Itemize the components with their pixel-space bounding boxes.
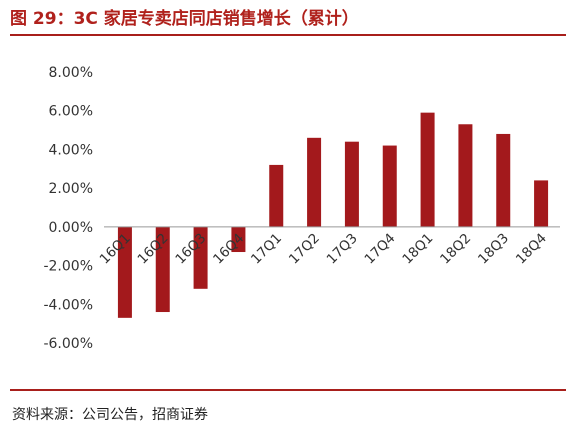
bar-16q4 xyxy=(231,226,246,253)
y-tick-label: -2.00% xyxy=(43,259,93,275)
bar-17q2 xyxy=(307,137,322,227)
footer-divider xyxy=(10,389,566,391)
y-tick-label: 8.00% xyxy=(49,65,93,81)
x-tick-label: 17Q3 xyxy=(324,230,361,267)
title-divider xyxy=(10,34,566,36)
bar-18q3 xyxy=(496,133,511,227)
bar-16q3 xyxy=(193,226,208,289)
x-tick-label: 18Q2 xyxy=(437,230,474,267)
x-tick-label: 18Q1 xyxy=(399,230,436,267)
source-note: 资料来源：公司公告，招商证券 xyxy=(12,407,208,423)
bar-chart: 8.00% 6.00% 4.00% 2.00% 0.00% -2.00% -4.00% -6.… xyxy=(43,65,560,352)
y-tick-label: -4.00% xyxy=(43,297,93,313)
bar-18q2 xyxy=(458,124,473,227)
bar-18q4 xyxy=(534,180,549,227)
bar-17q1 xyxy=(269,164,284,227)
x-tick-label: 18Q4 xyxy=(513,230,550,267)
bar-17q4 xyxy=(382,145,397,227)
x-tick-label: 17Q1 xyxy=(248,230,285,267)
bar-18q1 xyxy=(420,112,435,227)
bar-17q3 xyxy=(344,141,359,227)
bar-16q2 xyxy=(155,226,170,313)
y-tick-label: 4.00% xyxy=(49,142,93,158)
bar-16q1 xyxy=(117,226,132,318)
y-tick-label: 2.00% xyxy=(49,181,93,197)
y-tick-label: 0.00% xyxy=(49,220,93,236)
chart-title: 图 29：3C 家居专卖店同店销售增长（累计） xyxy=(10,9,359,29)
y-axis: 8.00% 6.00% 4.00% 2.00% 0.00% -2.00% -4.00% -6.… xyxy=(43,65,93,352)
x-tick-label: 17Q4 xyxy=(362,230,399,267)
x-tick-label: 17Q2 xyxy=(286,230,323,267)
x-tick-label: 18Q3 xyxy=(475,230,512,267)
y-tick-label: -6.00% xyxy=(43,336,93,352)
y-tick-label: 6.00% xyxy=(49,104,93,120)
bars-group xyxy=(117,112,549,318)
